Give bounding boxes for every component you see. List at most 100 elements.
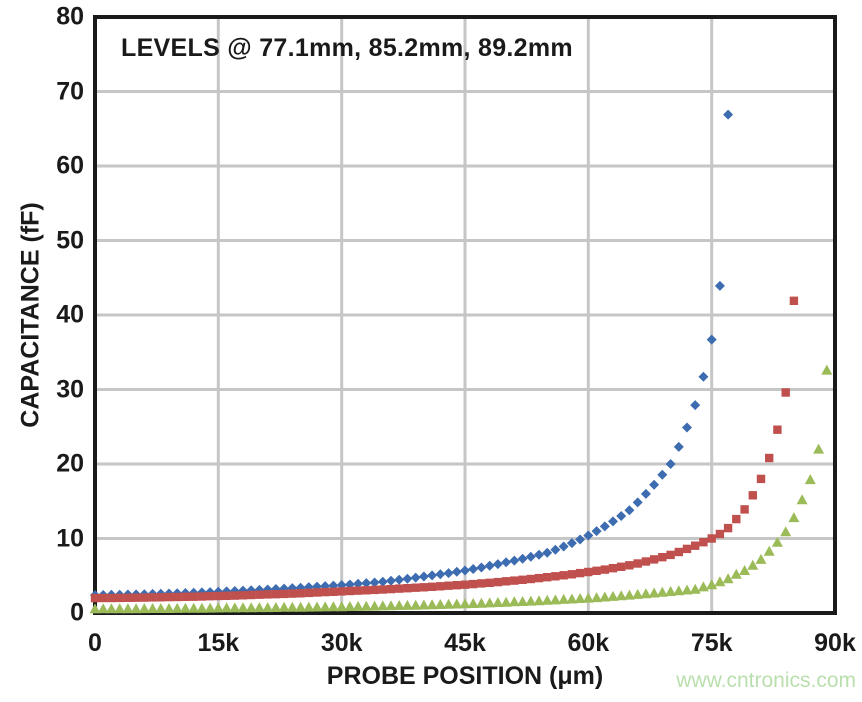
- data-point: [584, 567, 593, 577]
- data-point: [526, 574, 535, 584]
- data-point: [813, 443, 825, 454]
- data-point: [105, 603, 117, 614]
- data-point: [229, 602, 241, 613]
- data-point: [500, 596, 512, 607]
- data-point: [633, 559, 642, 568]
- data-point: [221, 602, 233, 613]
- data-point: [566, 593, 578, 604]
- data-point: [147, 603, 159, 613]
- data-point: [666, 550, 675, 560]
- data-point: [484, 597, 496, 608]
- data-point: [394, 574, 405, 585]
- data-point: [253, 602, 265, 613]
- data-point: [295, 601, 307, 612]
- data-point: [689, 583, 701, 594]
- data-point: [468, 564, 479, 574]
- data-point: [550, 544, 561, 555]
- data-point: [730, 568, 742, 579]
- data-point: [155, 603, 167, 613]
- data-point: [780, 526, 792, 537]
- data-point: [279, 589, 289, 599]
- data-point: [107, 593, 116, 603]
- data-point: [386, 584, 396, 594]
- data-point: [821, 364, 833, 375]
- data-point: [337, 587, 346, 596]
- data-point: [501, 577, 511, 586]
- y-tick-label: 50: [56, 226, 84, 254]
- data-point: [123, 593, 133, 602]
- data-point: [534, 549, 544, 560]
- data-point: [179, 602, 191, 613]
- data-point: [699, 538, 708, 547]
- data-point: [360, 600, 372, 611]
- y-tick-label: 0: [70, 598, 84, 627]
- data-point: [706, 579, 718, 590]
- data-point: [238, 591, 248, 600]
- data-point: [518, 575, 527, 584]
- data-point: [608, 564, 618, 573]
- data-point: [444, 581, 453, 590]
- data-point: [411, 583, 420, 592]
- data-point: [707, 534, 716, 543]
- data-point: [632, 588, 644, 599]
- data-point: [410, 572, 421, 583]
- data-point: [99, 593, 108, 603]
- data-point: [788, 512, 800, 523]
- data-point: [263, 590, 272, 599]
- data-point: [714, 280, 725, 291]
- data-point: [156, 593, 165, 602]
- data-point: [296, 589, 305, 598]
- data-point: [657, 469, 668, 480]
- data-point: [715, 529, 725, 539]
- data-point: [138, 603, 150, 614]
- data-point: [344, 601, 356, 611]
- data-point: [592, 566, 601, 575]
- data-point: [130, 603, 142, 614]
- data-point: [230, 591, 239, 600]
- data-point: [353, 586, 363, 595]
- data-point: [327, 601, 339, 612]
- data-point: [90, 593, 100, 603]
- data-point: [427, 582, 437, 591]
- data-point: [181, 592, 190, 601]
- data-point: [617, 562, 626, 571]
- data-point: [543, 573, 552, 582]
- data-point: [722, 573, 734, 584]
- data-point: [640, 588, 652, 599]
- data-point: [262, 602, 274, 613]
- data-point: [278, 601, 290, 612]
- data-point: [781, 388, 790, 397]
- y-tick-label: 10: [56, 524, 84, 552]
- data-point: [237, 602, 249, 613]
- data-point: [517, 596, 529, 606]
- data-point: [681, 584, 693, 595]
- data-point: [747, 559, 759, 570]
- data-point: [485, 578, 494, 587]
- data-point: [378, 585, 387, 594]
- data-point: [804, 474, 816, 485]
- x-tick-label: 30k: [320, 629, 363, 657]
- data-point: [492, 597, 504, 607]
- data-point: [369, 577, 380, 588]
- data-point: [443, 568, 454, 579]
- y-axis-ticks: 0 10 20 30 40 50 60 70 80: [0, 0, 84, 702]
- data-point: [369, 600, 381, 611]
- data-point: [558, 541, 569, 552]
- y-tick-label: 80: [56, 2, 84, 31]
- data-point: [723, 109, 734, 120]
- data-point: [763, 545, 775, 556]
- data-point: [163, 603, 175, 613]
- data-point: [599, 591, 611, 602]
- data-point: [336, 601, 348, 612]
- data-point: [591, 526, 602, 537]
- data-point: [541, 594, 553, 605]
- data-point: [188, 602, 200, 613]
- levels-annotation: LEVELS @ 77.1mm, 85.2mm, 89.2mm: [121, 34, 573, 62]
- data-point: [739, 565, 751, 575]
- data-point: [403, 584, 412, 593]
- gridlines: [95, 17, 835, 613]
- y-tick-label: 40: [56, 300, 84, 329]
- data-point: [312, 588, 322, 597]
- data-point: [567, 570, 577, 579]
- data-point: [607, 590, 619, 601]
